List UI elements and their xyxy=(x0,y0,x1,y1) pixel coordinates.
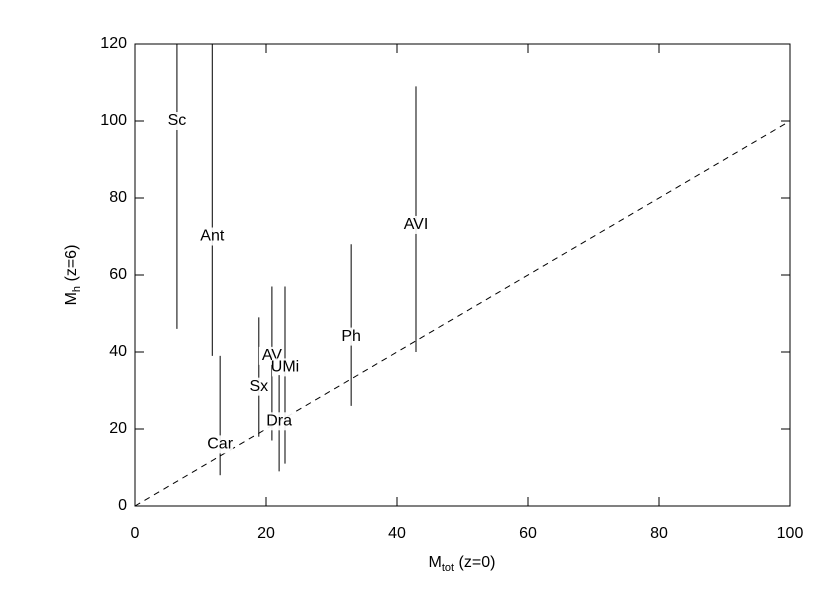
plot-frame xyxy=(134,43,791,507)
x-label-sub: tot xyxy=(442,562,454,574)
y-tick-label: 100 xyxy=(100,112,127,129)
y-label-sub: h xyxy=(71,286,83,292)
point-label: Ph xyxy=(341,328,361,345)
label-bg xyxy=(402,215,429,234)
x-axis-label: Mtot (z=0) xyxy=(429,554,496,574)
label-bg xyxy=(199,227,226,246)
y-tick-label: 120 xyxy=(100,35,127,52)
label-bg xyxy=(245,377,272,396)
y-tick-label: 40 xyxy=(109,343,127,360)
y-tick-label: 60 xyxy=(109,266,127,283)
point-label: AVI xyxy=(404,216,429,233)
label-bg xyxy=(163,112,190,130)
label-bg xyxy=(207,435,234,454)
point-label: Car xyxy=(207,436,233,453)
label-bg xyxy=(271,358,298,377)
point-label: Sc xyxy=(168,112,187,129)
x-tick-label: 20 xyxy=(257,525,275,542)
point-label: Ant xyxy=(200,228,225,245)
x-label-main: M xyxy=(429,554,442,571)
x-tick-label: 40 xyxy=(388,525,406,542)
x-tick-label: 0 xyxy=(131,525,140,542)
x-tick-label: 60 xyxy=(519,525,537,542)
reference-line xyxy=(134,120,791,507)
y-tick-label: 80 xyxy=(109,189,127,206)
y-label-main: M xyxy=(63,292,80,305)
x-label-rest: (z=0) xyxy=(454,554,495,571)
point-label: Dra xyxy=(266,413,292,430)
label-bg xyxy=(266,412,293,431)
y-tick-label: 0 xyxy=(118,497,127,514)
label-bg xyxy=(338,327,365,346)
y-axis-label: Mh (z=6) xyxy=(63,245,83,306)
point-label: UMi xyxy=(271,359,299,376)
x-tick-label: 100 xyxy=(777,525,804,542)
y-label-rest: (z=6) xyxy=(63,245,80,286)
y-tick-label: 20 xyxy=(109,420,127,437)
point-label: Sx xyxy=(249,378,268,395)
x-tick-label: 80 xyxy=(650,525,668,542)
